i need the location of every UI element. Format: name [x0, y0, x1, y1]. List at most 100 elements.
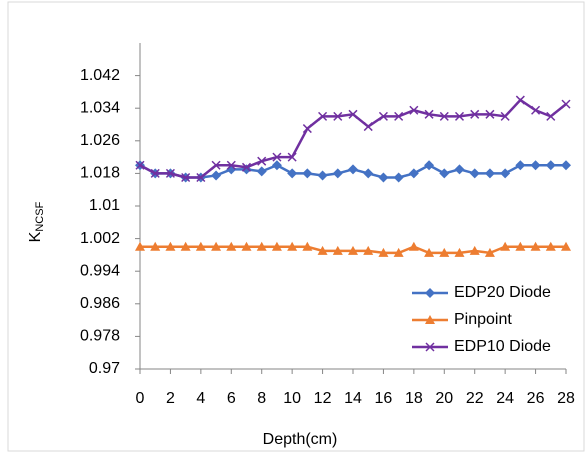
data-point [302, 241, 313, 251]
data-point [241, 241, 252, 251]
legend-label: Pinpoint [454, 311, 512, 328]
y-axis-label: KNCSF [27, 201, 46, 242]
data-point [287, 168, 298, 179]
data-point [424, 109, 434, 119]
data-point [135, 241, 145, 251]
data-point [257, 156, 267, 166]
data-point [271, 160, 282, 171]
y-tick-label: 1.034 [80, 99, 120, 116]
x-tick-label: 14 [344, 390, 362, 407]
x-tick-label: 28 [557, 390, 575, 407]
data-point [348, 164, 358, 175]
data-point [332, 168, 343, 179]
y-axis-label-main: K [27, 231, 44, 242]
data-point [424, 247, 435, 257]
y-tick-label: 0.97 [89, 360, 120, 377]
data-point [211, 170, 222, 181]
legend-marker [425, 315, 435, 324]
data-point [211, 241, 222, 251]
data-point [195, 241, 206, 251]
data-point [394, 111, 404, 121]
data-point [561, 241, 571, 251]
x-tick-label: 20 [435, 390, 453, 407]
data-point [500, 111, 510, 121]
data-point [318, 111, 328, 121]
data-point [256, 241, 267, 251]
data-point [484, 247, 495, 257]
data-point [181, 172, 191, 183]
data-point [226, 160, 236, 170]
data-point [409, 105, 419, 115]
data-point [363, 122, 373, 132]
data-point [515, 160, 526, 171]
data-point [454, 164, 465, 175]
data-point [165, 241, 176, 251]
data-point [135, 160, 145, 170]
data-point [241, 162, 252, 172]
data-point [150, 241, 161, 251]
data-point [302, 168, 313, 179]
y-tick-label: 0.994 [80, 262, 120, 279]
data-point [378, 111, 388, 121]
data-point [272, 152, 282, 162]
y-tick-label: 0.986 [80, 295, 120, 312]
data-point [363, 168, 374, 179]
y-tick-label: 1.026 [80, 132, 120, 149]
x-tick-label: 0 [136, 390, 145, 407]
data-point [545, 241, 556, 251]
data-point [546, 111, 556, 121]
data-point [393, 247, 404, 257]
x-tick-label: 22 [466, 390, 484, 407]
legend-label: EDP10 Diode [454, 338, 551, 355]
y-tick-label: 1.01 [89, 197, 120, 214]
legend-marker [425, 342, 435, 352]
x-tick-label: 12 [314, 390, 332, 407]
data-point [531, 105, 541, 115]
data-point [333, 111, 343, 121]
x-tick-label: 8 [257, 390, 266, 407]
data-point [439, 168, 450, 179]
y-tick-label: 1.002 [80, 230, 120, 247]
data-point [287, 241, 298, 251]
legend-marker [425, 288, 435, 298]
data-point [484, 168, 495, 179]
x-tick-label: 6 [227, 390, 236, 407]
y-tick-label: 1.018 [80, 165, 120, 182]
x-tick-label: 16 [375, 390, 393, 407]
x-tick-label: 2 [166, 390, 175, 407]
data-point [469, 168, 480, 179]
data-point [226, 241, 237, 251]
data-point [165, 168, 175, 178]
x-tick-label: 24 [496, 390, 514, 407]
data-point [515, 241, 526, 251]
y-tick-label: 0.978 [80, 328, 120, 345]
data-point [439, 111, 449, 121]
data-point [150, 168, 160, 178]
data-point [348, 245, 358, 255]
y-tick-label: 1.042 [80, 67, 120, 84]
data-point [393, 172, 404, 183]
data-point [271, 241, 282, 251]
data-point [317, 170, 328, 181]
data-point [424, 160, 435, 171]
data-point [439, 247, 450, 257]
data-point [180, 241, 191, 251]
data-point [378, 247, 389, 257]
data-point [469, 245, 480, 255]
data-point [530, 160, 541, 171]
data-point [530, 241, 541, 251]
x-tick-label: 26 [527, 390, 545, 407]
data-point [378, 172, 389, 183]
data-point [408, 241, 419, 251]
data-point [211, 160, 221, 170]
data-point [363, 245, 374, 255]
data-point [485, 109, 495, 119]
data-point [500, 241, 511, 251]
data-point [332, 245, 343, 255]
data-point [500, 168, 511, 179]
x-tick-label: 10 [283, 390, 301, 407]
data-point [454, 111, 465, 121]
data-point [561, 99, 571, 109]
